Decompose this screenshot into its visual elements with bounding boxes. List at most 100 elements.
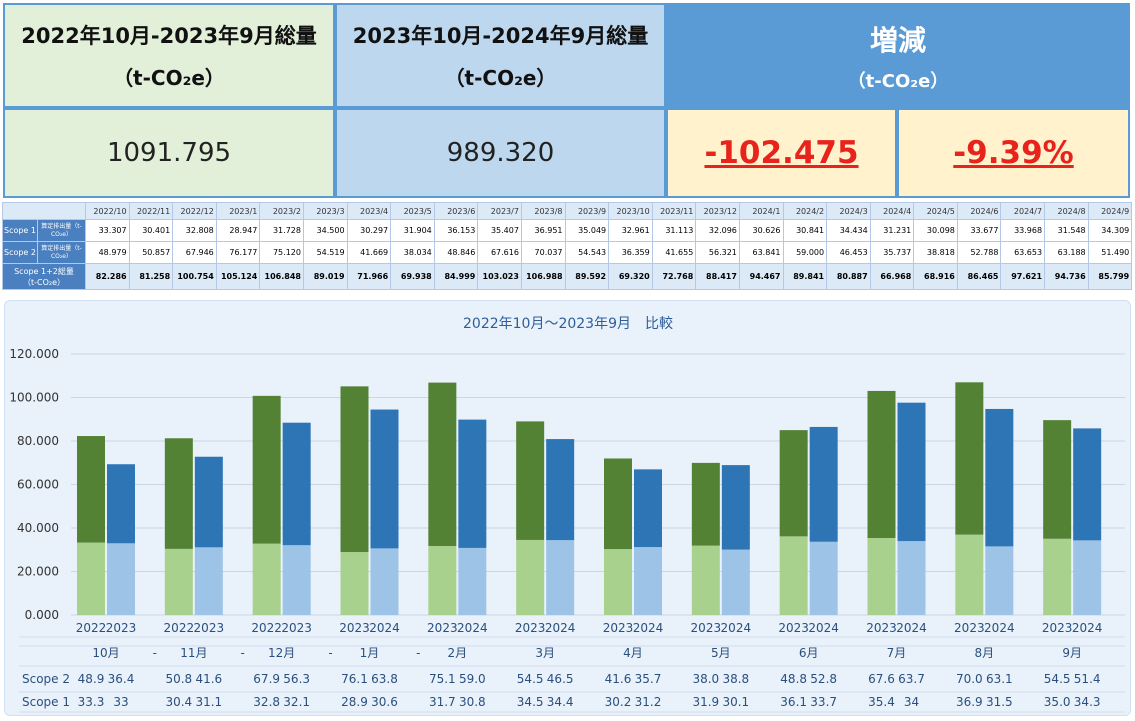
scope2-cell: 51.490	[1087, 241, 1133, 264]
month-header: 2023/6	[433, 202, 479, 220]
total-cell: 85.799	[1087, 263, 1133, 290]
scope1-cell: 32.096	[695, 219, 740, 242]
x-month-label: 5月	[711, 646, 731, 660]
bar-curr-scope1	[1073, 540, 1102, 615]
y-tick-label: 80.000	[17, 434, 59, 448]
x-year-label: 2023	[194, 621, 225, 635]
bar-curr-scope2	[1073, 428, 1102, 541]
datatable-value: 30.2	[605, 695, 632, 709]
datatable-value: 32.8	[253, 695, 280, 709]
datatable-value: 70.0	[956, 672, 983, 686]
x-year-label: 2024	[369, 621, 400, 635]
bar-prev-scope2	[604, 458, 632, 550]
x-year-label: 2024	[984, 621, 1015, 635]
x-year-label: 2023	[339, 621, 370, 635]
diff-title: 増減	[869, 23, 926, 57]
scope2-cell: 35.737	[869, 241, 915, 264]
scope2-cell: 70.037	[520, 241, 566, 264]
total-cell: 89.841	[782, 263, 828, 290]
scope1-cell: 31.728	[259, 219, 304, 242]
bar-curr-scope1	[194, 547, 223, 615]
total-cell: 72.768	[651, 263, 697, 290]
bar-curr-scope2	[634, 469, 662, 548]
bar-curr-scope1	[985, 546, 1014, 615]
scope1-cell: 32.808	[172, 219, 217, 242]
x-year-label: 2022	[164, 621, 195, 635]
x-separator: -	[240, 646, 244, 660]
scope2-cell: 54.519	[302, 241, 348, 264]
x-month-label: 12月	[268, 646, 295, 660]
diff-percent: -9.39%	[953, 135, 1074, 171]
datatable-value: 34.4	[547, 695, 574, 709]
bar-curr-scope1	[546, 540, 575, 615]
prev-total-unit: （t-CO₂e）	[113, 66, 225, 90]
bar-curr-scope1	[897, 541, 926, 615]
total-label: Scope 1+2総量 （t-CO₂e）	[2, 263, 86, 290]
datatable-value: 35.4	[868, 695, 895, 709]
datatable-value: 75.1	[429, 672, 456, 686]
table-row-total: Scope 1+2総量 （t-CO₂e） 82.286 81.258 100.754 10…	[2, 263, 1133, 290]
datatable-value: 76.1	[341, 672, 368, 686]
total-cell: 105.124	[215, 263, 261, 290]
total-cell: 100.754	[172, 263, 217, 290]
month-header: 2024/2	[782, 202, 828, 220]
month-header: 2022/12	[172, 202, 217, 220]
scope2-cell: 41.669	[346, 241, 392, 264]
bar-prev-scope1	[516, 539, 545, 615]
scope2-label: Scope 2	[2, 241, 38, 264]
bar-curr-scope2	[107, 464, 135, 544]
x-year-label: 2022	[251, 621, 282, 635]
chart-title: 2022年10月～2023年9月 比較	[463, 316, 673, 332]
bar-prev-scope2	[779, 430, 808, 537]
x-year-label: 2023	[106, 621, 137, 635]
curr-total-value: 989.320	[446, 138, 555, 168]
x-year-label: 2024	[896, 621, 927, 635]
bar-curr-scope1	[370, 548, 399, 615]
bar-prev-scope2	[77, 436, 105, 543]
total-cell: 71.966	[346, 263, 392, 290]
month-header: 2023/1	[215, 202, 261, 220]
bar-curr-scope1	[107, 543, 135, 615]
datatable-value: 54.5	[1044, 672, 1071, 686]
total-cell: 94.467	[738, 263, 784, 290]
month-header: 2022/10	[85, 202, 130, 220]
datatable-value: 35.0	[1044, 695, 1071, 709]
datatable-value: 63.7	[898, 672, 925, 686]
x-year-label: 2023	[866, 621, 897, 635]
bar-curr-scope2	[897, 402, 926, 542]
datatable-value: 30.8	[459, 695, 486, 709]
scope2-cell: 36.359	[608, 241, 653, 264]
bar-curr-scope2	[809, 426, 838, 542]
scope1-cell: 36.951	[520, 219, 566, 242]
x-year-label: 2023	[603, 621, 634, 635]
bar-prev-scope2	[1043, 420, 1072, 539]
month-header: 2023/4	[346, 202, 392, 220]
x-year-label: 2023	[427, 621, 458, 635]
scope2-cell: 75.120	[259, 241, 304, 264]
scope2-cell: 63.841	[738, 241, 784, 264]
x-year-label: 2024	[808, 621, 839, 635]
scope1-cell: 36.153	[433, 219, 479, 242]
bar-curr-scope2	[546, 439, 575, 541]
bar-curr-scope2	[194, 456, 223, 548]
total-cell: 81.258	[128, 263, 174, 290]
month-header: 2024/8	[1044, 202, 1089, 220]
bar-curr-scope2	[458, 419, 487, 548]
scope1-cell: 28.947	[215, 219, 261, 242]
datatable-value: 56.3	[283, 672, 310, 686]
bar-prev-scope2	[428, 382, 457, 546]
datatable-value: 36.1	[780, 695, 807, 709]
total-cell: 106.988	[520, 263, 566, 290]
x-separator: -	[416, 646, 420, 660]
summary-panel: 2022年10月-2023年9月総量 （t-CO₂e） 2023年10月-202…	[3, 3, 1130, 198]
scope1-cell: 34.500	[302, 219, 348, 242]
x-month-label: 8月	[975, 646, 995, 660]
datatable-value: 33	[113, 695, 128, 709]
month-header: 2023/8	[520, 202, 566, 220]
month-header: 2024/5	[913, 202, 958, 220]
total-cell: 88.417	[695, 263, 740, 290]
scope2-cell: 38.818	[913, 241, 958, 264]
month-header: 2023/11	[651, 202, 697, 220]
datatable-value: 48.9	[78, 672, 105, 686]
y-tick-label: 60.000	[17, 478, 59, 492]
